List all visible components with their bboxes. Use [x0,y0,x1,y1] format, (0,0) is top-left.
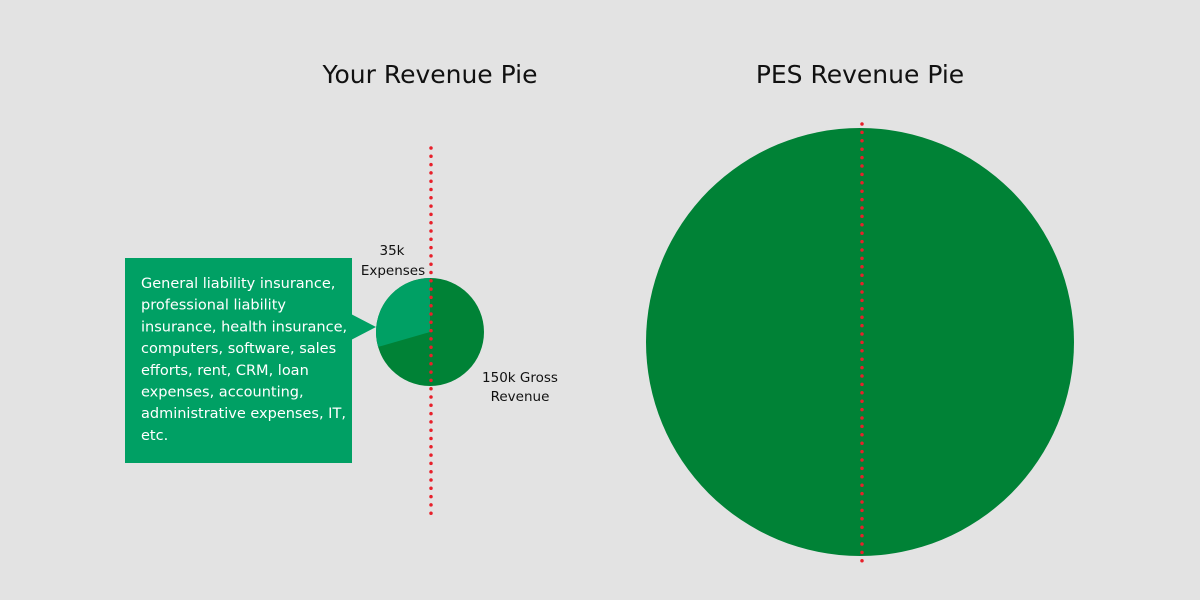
revenue-label: 150k Gross [482,370,558,386]
callout-line: General liability insurance, [141,276,335,292]
callout-line: administrative expenses, IT, [141,406,346,422]
callout-line: computers, software, sales [141,341,336,357]
callout-pointer [351,314,376,340]
right-title: PES Revenue Pie [756,60,964,89]
callout-line: efforts, rent, CRM, loan [141,363,309,379]
callout-box [125,258,352,463]
expenses-label: Expenses [361,263,425,279]
callout-line: professional liability [141,298,286,314]
callout-line: etc. [141,428,168,444]
callout-text: General liability insurance, professional… [141,276,347,444]
expenses-label: 35k [380,243,405,259]
revenue-label: Revenue [491,389,550,405]
callout-line: insurance, health insurance, [141,319,347,335]
expenses-wedge [376,278,430,347]
left-title: Your Revenue Pie [322,60,538,89]
large-pie [646,128,1074,556]
callout-line: expenses, accounting, [141,385,304,401]
